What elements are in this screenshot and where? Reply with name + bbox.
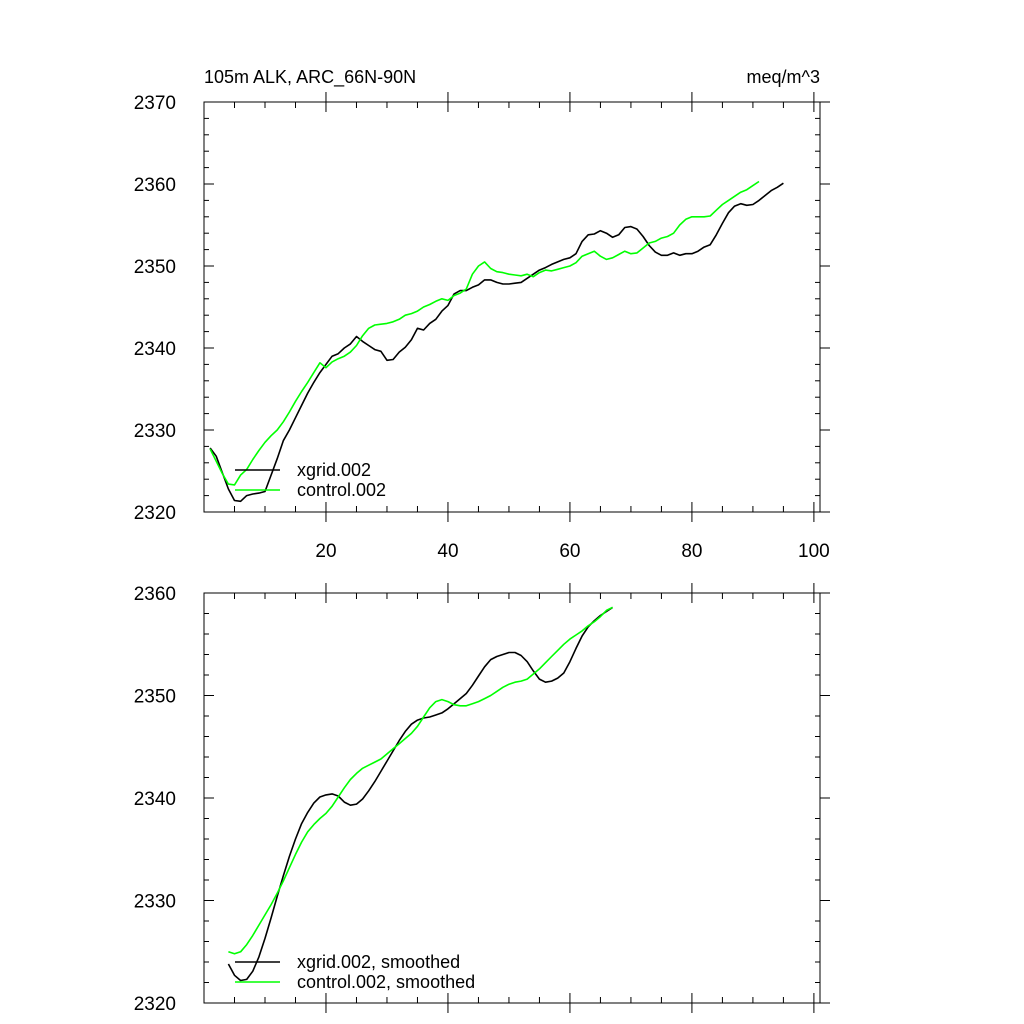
top-panel: 105m ALK, ARC_66N-90N meq/m^3 20 40 60 80 10… xyxy=(134,67,830,562)
p1-legend-label: xgrid.002, smoothed xyxy=(297,952,460,972)
p0-x-tick-label: 100 xyxy=(798,541,830,562)
chart-title: 105m ALK, ARC_66N-90N xyxy=(204,67,416,88)
p1-y-tick-label: 2360 xyxy=(134,584,176,605)
p0-series-line-xgrid xyxy=(209,182,784,503)
p0-plot-frame xyxy=(203,101,821,513)
p0-series-line-control xyxy=(209,180,760,486)
p1-series-line-control xyxy=(228,606,613,955)
bottom-panel: 2320 2330 2340 2350 2360 xgrid.002, smoothedc… xyxy=(134,583,830,1015)
p0-y-tick-label: 2370 xyxy=(134,93,176,114)
p0-x-tick-label: 20 xyxy=(315,541,336,562)
p1-legend-label: control.002, smoothed xyxy=(297,972,475,992)
p0-y-tick-label: 2320 xyxy=(134,503,176,524)
p0-x-tick-label: 80 xyxy=(681,541,702,562)
p1-y-tick-label: 2320 xyxy=(134,994,176,1015)
p0-x-tick-label: 60 xyxy=(559,541,580,562)
p0-y-tick-label: 2360 xyxy=(134,175,176,196)
p0-y-tick-label: 2330 xyxy=(134,421,176,442)
p1-y-tick-label: 2340 xyxy=(134,789,176,810)
p0-legend-label: control.002 xyxy=(297,480,386,500)
p0-legend-label: xgrid.002 xyxy=(297,460,371,480)
p0-y-tick-label: 2340 xyxy=(134,339,176,360)
p0-y-tick-label: 2350 xyxy=(134,257,176,278)
p1-series-line-xgrid xyxy=(227,606,614,982)
p1-y-tick-label: 2350 xyxy=(134,687,176,708)
p1-y-tick-label: 2330 xyxy=(134,892,176,913)
p1-plot-frame xyxy=(203,592,821,1004)
p0-x-tick-label: 40 xyxy=(437,541,458,562)
units-label: meq/m^3 xyxy=(747,67,820,87)
